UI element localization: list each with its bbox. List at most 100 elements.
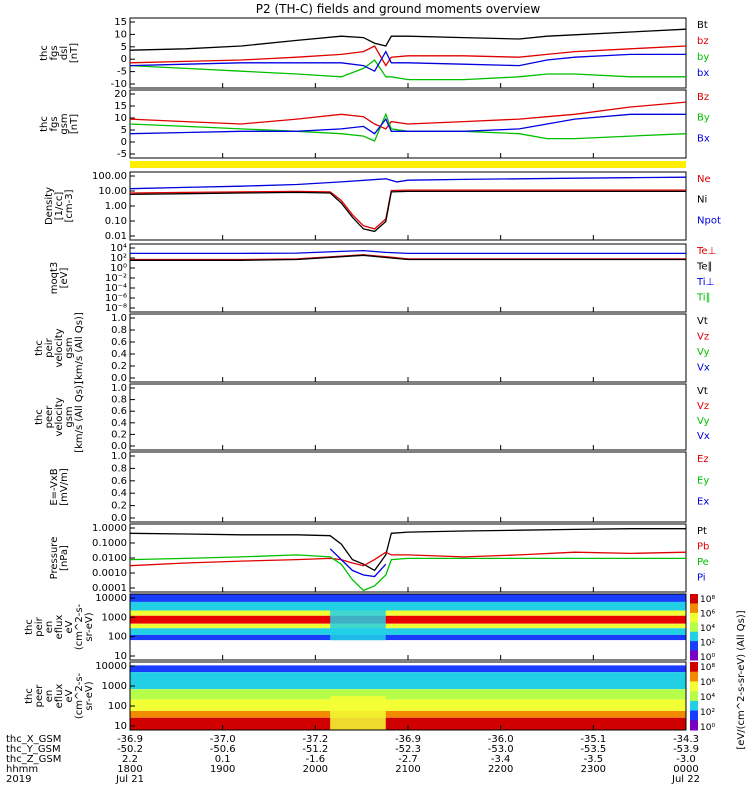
heatmap-band [130, 689, 686, 700]
series-by [129, 59, 686, 81]
y-axis-label: (cm^2-s- [74, 603, 85, 650]
colorbar-segment [690, 622, 698, 633]
y-axis-label: Density [44, 187, 55, 225]
y-tick-label: 15 [114, 17, 127, 28]
footer-value: 2200 [488, 764, 513, 775]
y-tick-label: 0.6 [111, 337, 127, 348]
y-tick-label: 0.0100 [92, 553, 127, 564]
y-axis-label: [eV] [59, 268, 70, 289]
y-tick-label: 0.2 [111, 429, 127, 440]
y-tick-label: 15 [114, 101, 127, 112]
heatmap-band [130, 594, 686, 602]
y-tick-label: 1000 [102, 612, 127, 623]
legend-item: Pe [697, 557, 709, 568]
panel-frame [129, 243, 687, 313]
y-tick-label: 0.6 [111, 406, 127, 417]
heatmap-band [130, 623, 686, 629]
colorbar-tick-label: 10⁰ [700, 723, 715, 733]
y-axis-label: [1/cc] [54, 192, 65, 221]
y-axis-label: [km/s (All Qs)] [74, 381, 85, 453]
footer-row-label: hhmm [6, 764, 38, 775]
y-tick-label: 1000 [102, 681, 127, 692]
series-Te [130, 254, 686, 261]
footer-value: -36.9 [395, 734, 421, 745]
y-tick-label: 10⁻⁶ [105, 293, 127, 304]
panel-peir_velocity: 1.00.80.60.40.20.0 thc peir velocity gsm [km/… [34, 312, 710, 384]
heatmap-band [130, 710, 686, 718]
footer-value: 0000 [673, 764, 698, 775]
colorbar-tick-label: 10⁴ [700, 624, 715, 634]
colorbar-segment [690, 662, 698, 673]
y-axis-label: thc [24, 619, 35, 635]
y-axis-label: sr-eV) [84, 612, 95, 641]
footer-value: 1900 [210, 764, 235, 775]
y-tick-label: -10 [111, 79, 127, 90]
legend-item: Vx [697, 431, 710, 442]
legend-item: Te∥ [696, 262, 713, 273]
heatmap-gap-region [330, 696, 386, 730]
legend-item: Vt [697, 316, 708, 327]
y-tick-label: 0.4 [111, 349, 127, 360]
y-tick-label: 10 [114, 29, 127, 40]
colorbar-label: [eV/(cm^2-s-sr-eV) (All Qs)] [736, 610, 747, 749]
y-tick-label: 0.0010 [92, 568, 127, 579]
footer-value: Jul 22 [671, 774, 700, 785]
y-axis-label: eV [64, 620, 75, 633]
legend-item: Ne [697, 174, 711, 185]
y-axis-label: peir [44, 337, 55, 357]
footer-value: -50.2 [117, 744, 143, 755]
panel-peer_velocity: 1.00.80.60.40.20.0 thc peer velocity gsm [km/… [34, 381, 710, 453]
series-By [129, 112, 687, 142]
y-tick-label: 10⁰ [110, 263, 127, 274]
series-Ti [130, 249, 686, 255]
y-axis-label: [nT] [69, 114, 80, 134]
heatmap-band [130, 640, 686, 660]
y-tick-label: 10 [114, 651, 127, 662]
panel-efield: 1.00.8 0.60.4 0.20.0 E=-VxB [mV/m] Ez Ey Ex [49, 451, 709, 524]
chart-title: P2 (TH-C) fields and ground moments over… [256, 2, 541, 16]
legend-item: Npot [697, 215, 721, 226]
legend-item: Bt [697, 20, 708, 31]
y-tick-label: 0.1000 [92, 538, 127, 549]
footer-value: -37.0 [210, 734, 236, 745]
y-tick-label: 10² [110, 253, 127, 264]
legend-item: Bz [697, 92, 709, 103]
colorbar-tick-label: 10⁸ [700, 663, 715, 673]
heatmap-band [130, 610, 686, 616]
legend-item: Vy [697, 347, 710, 358]
y-axis-label: [mV/m] [59, 468, 70, 506]
y-tick-label: 1.0000 [92, 523, 127, 534]
time-axis-footer: thc_X_GSM -36.9 -37.0 -37.2 -36.9 -36.0 -35.1-… [6, 734, 700, 785]
legend-item: Ey [697, 475, 709, 486]
legend-item: Pi [697, 573, 706, 584]
footer-value: -53.5 [580, 744, 606, 755]
y-axis-label: eV [64, 689, 75, 702]
colorbar-segment [690, 691, 698, 702]
footer-value: 0.1 [215, 754, 231, 765]
colorbar-segment [690, 641, 698, 652]
y-tick-label: 0.10 [105, 216, 127, 227]
footer-value: 2300 [581, 764, 606, 775]
footer-value: -34.3 [673, 734, 699, 745]
footer-row-label: 2019 [6, 774, 31, 785]
y-axis-label: Pressure [49, 537, 60, 580]
footer-value: -52.3 [395, 744, 421, 755]
y-tick-label: 1.0 [111, 451, 127, 462]
y-tick-label: 1.0 [111, 313, 127, 324]
legend-item: Vy [697, 416, 710, 427]
y-tick-label: 0.0001 [92, 583, 127, 594]
legend-item: Vt [697, 386, 708, 397]
colorbar-segment [690, 594, 698, 604]
y-axis-label: fgs [49, 45, 60, 60]
panel-peir_eflux: 10000 1000 100 10 thc peir en eflux eV (cm^2-s-sr… [24, 593, 687, 662]
footer-value: -1.6 [306, 754, 326, 765]
colorbar-segment [690, 700, 698, 712]
series-bx [129, 50, 686, 73]
colorbar-segment [690, 720, 698, 731]
y-axis-label: thc [39, 45, 50, 61]
footer-value: -36.0 [488, 734, 514, 745]
y-tick-label: 1.0 [111, 383, 127, 394]
y-axis-label: peer [44, 405, 55, 429]
